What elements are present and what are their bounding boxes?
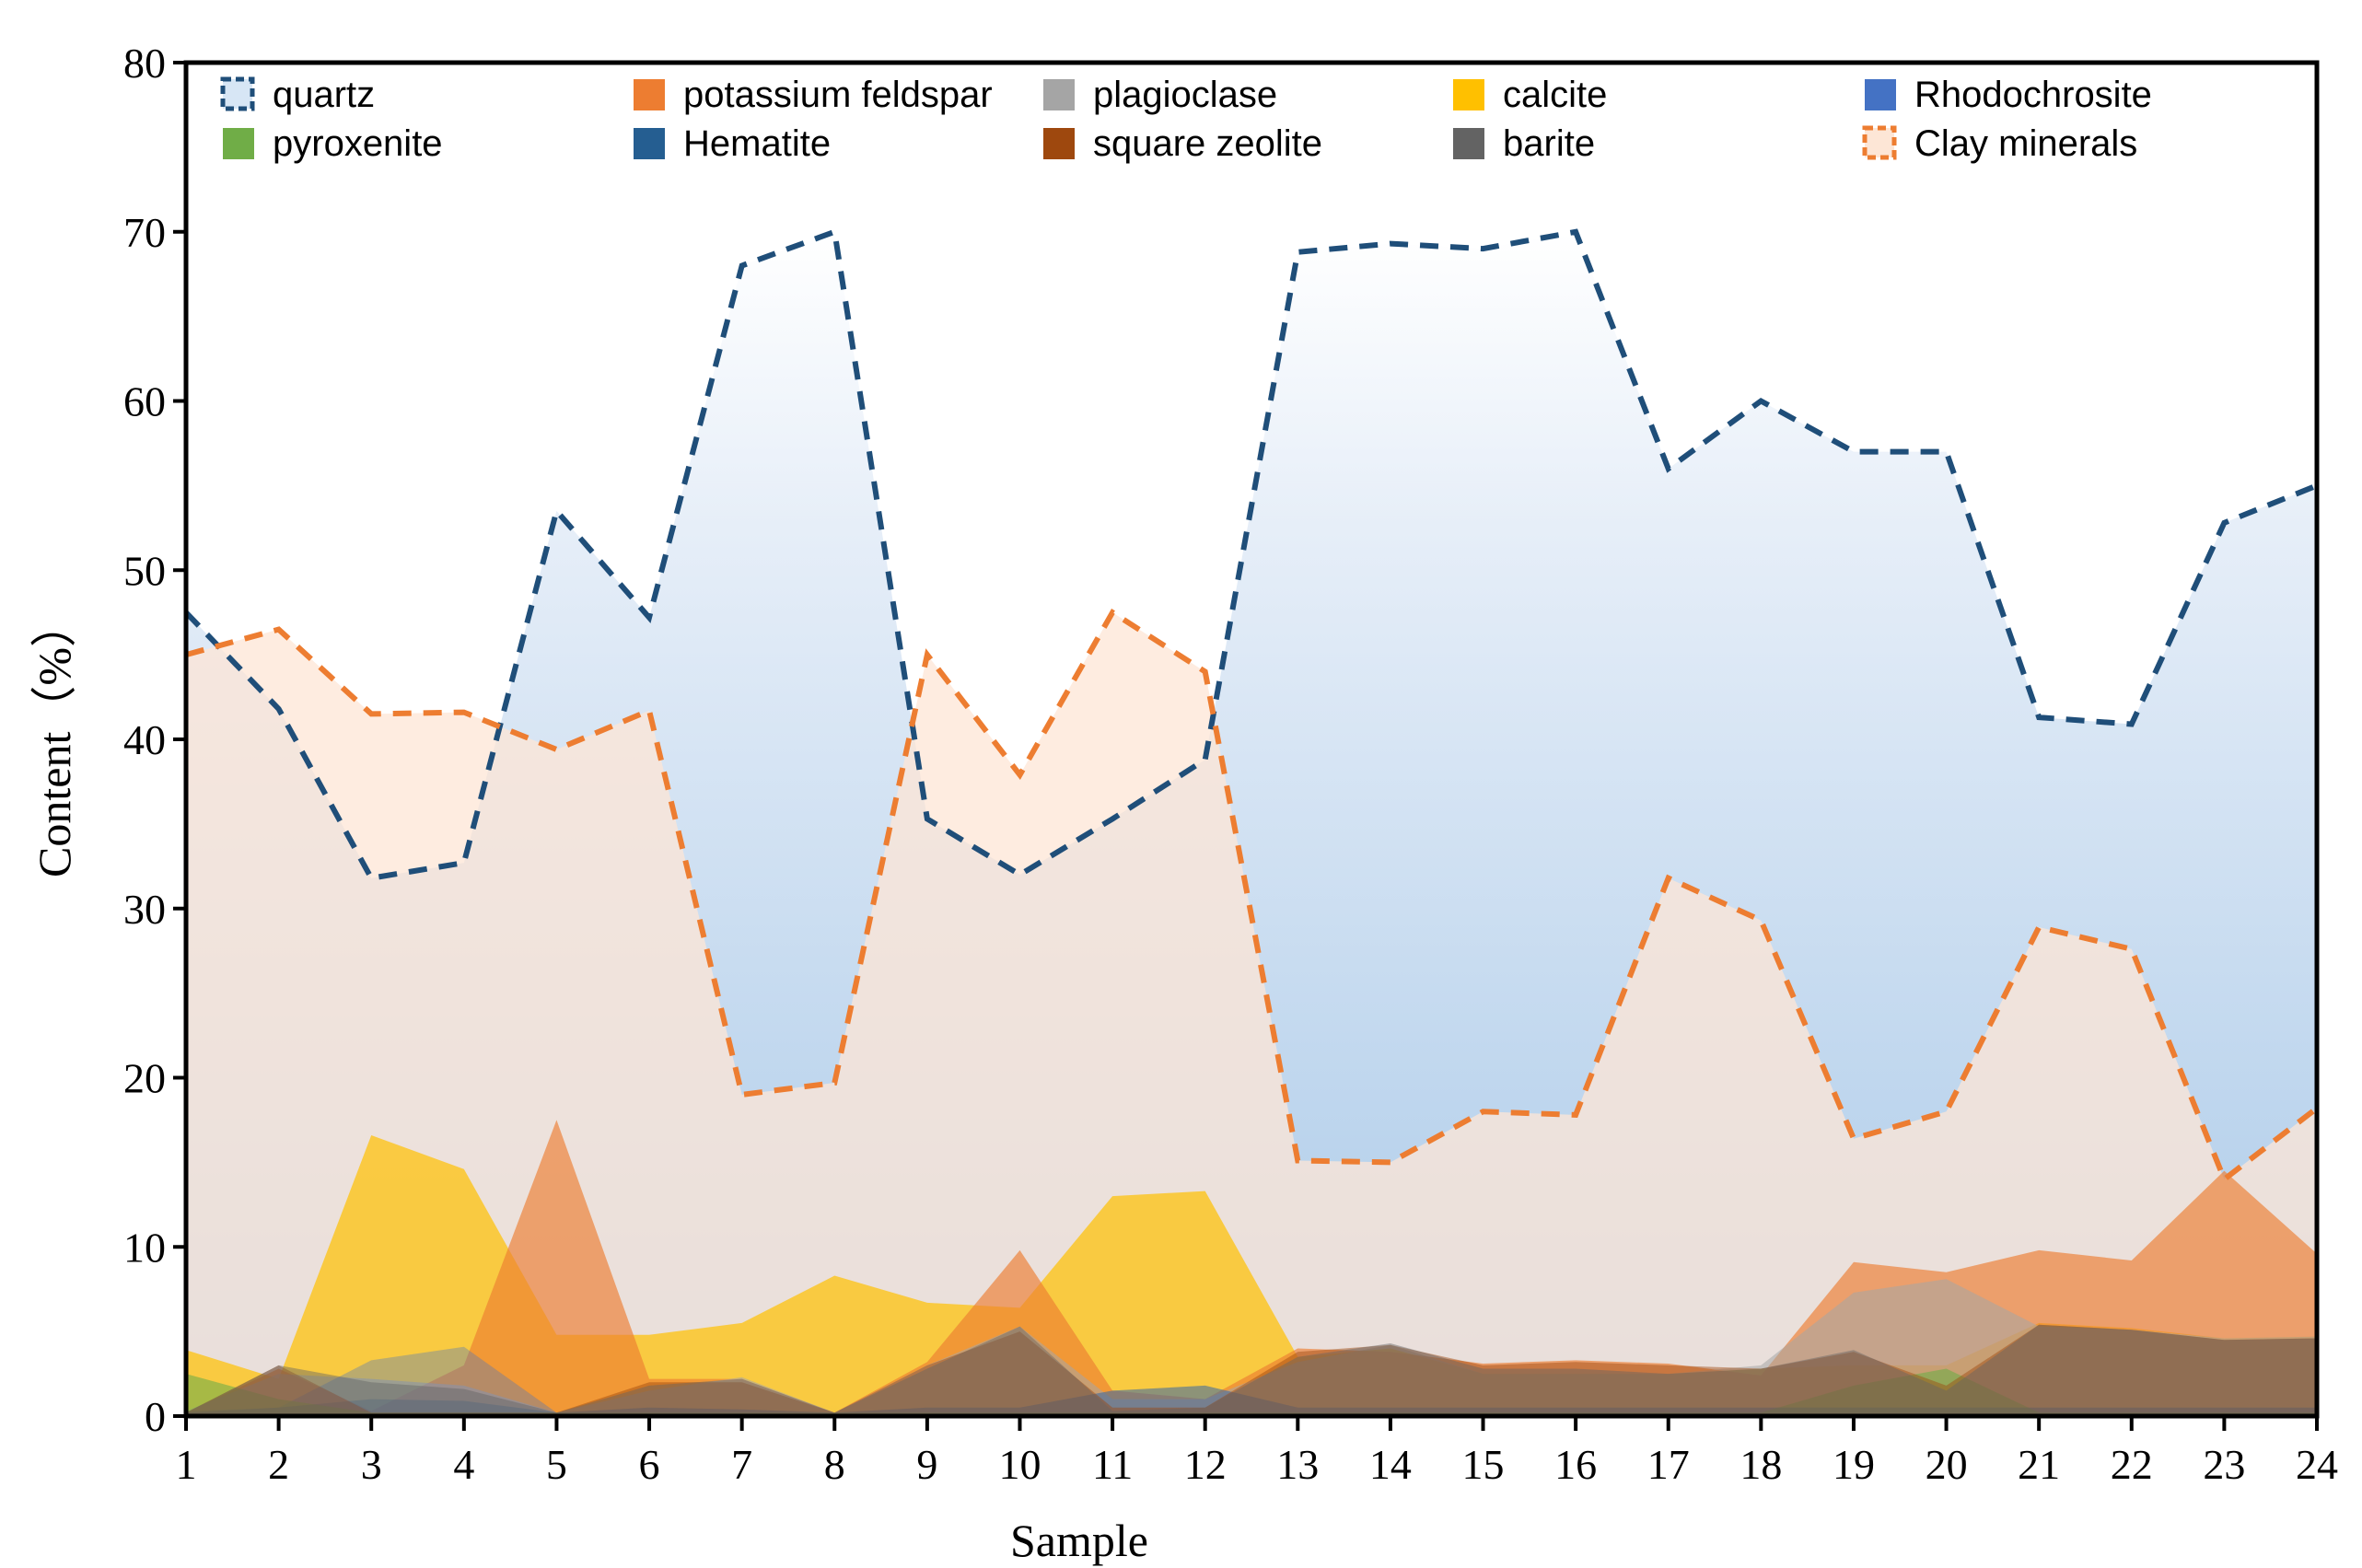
x-tick-label: 9 <box>916 1441 937 1488</box>
legend-label: barite <box>1503 123 1595 164</box>
legend-swatch <box>1043 128 1075 159</box>
legend-swatch <box>223 128 254 159</box>
pyroxenite-area <box>186 1368 2317 1416</box>
y-tick-label: 50 <box>123 547 166 594</box>
y-tick-label: 60 <box>123 378 166 425</box>
legend-swatch <box>1862 125 1897 160</box>
x-tick-label: 8 <box>824 1441 845 1488</box>
y-tick-label: 20 <box>123 1055 166 1102</box>
legend-swatch <box>1865 79 1896 110</box>
x-tick-label: 19 <box>1833 1441 1875 1488</box>
legend-label: Clay minerals <box>1914 123 2137 164</box>
x-tick-label: 6 <box>639 1441 660 1488</box>
x-tick-label: 23 <box>2203 1441 2245 1488</box>
x-tick-label: 24 <box>2296 1441 2338 1488</box>
legend-label: plagioclase <box>1093 75 1277 115</box>
x-tick-label: 4 <box>453 1441 474 1488</box>
legend-item-barite: barite <box>1453 123 1595 164</box>
x-tick-label: 20 <box>1926 1441 1968 1488</box>
x-tick-label: 17 <box>1647 1441 1690 1488</box>
legend-item-clay-minerals: Clay minerals <box>1862 123 2137 164</box>
legend-label: Hematite <box>683 123 831 164</box>
legend-swatch <box>1453 128 1484 159</box>
x-tick-label: 15 <box>1462 1441 1505 1488</box>
clay-minerals-area <box>186 612 2317 1416</box>
legend-label: pyroxenite <box>273 123 443 164</box>
x-tick-label: 12 <box>1184 1441 1227 1488</box>
legend-item-rhodochrosite: Rhodochrosite <box>1865 75 2152 115</box>
legend-item-hematite: Hematite <box>634 123 831 164</box>
x-tick-label: 21 <box>2018 1441 2060 1488</box>
y-tick-label: 40 <box>123 716 166 763</box>
x-axis-title: Sample <box>1010 1515 1148 1566</box>
legend-swatch <box>1043 79 1075 110</box>
barite-area <box>186 1324 2317 1416</box>
x-tick-label: 2 <box>268 1441 289 1488</box>
y-tick-label: 80 <box>123 40 166 87</box>
y-tick-label: 10 <box>123 1224 166 1271</box>
x-tick-label: 13 <box>1276 1441 1319 1488</box>
legend-item-quartz: quartz <box>220 75 375 115</box>
x-tick-label: 16 <box>1554 1441 1597 1488</box>
legend-label: Rhodochrosite <box>1914 75 2152 115</box>
x-tick-label: 1 <box>176 1441 197 1488</box>
legend-label: square zeolite <box>1093 123 1322 164</box>
legend-item-pyroxenite: pyroxenite <box>223 123 443 164</box>
legend-swatch <box>220 76 255 111</box>
plagioclase-area <box>186 1279 2317 1416</box>
x-tick-label: 14 <box>1369 1441 1412 1488</box>
legend-item-plagioclase: plagioclase <box>1043 75 1277 115</box>
legend-label: calcite <box>1503 75 1607 115</box>
legend-item-potassium-feldspar: potassium feldspar <box>634 75 993 115</box>
legend-swatch <box>1453 79 1484 110</box>
x-tick-label: 22 <box>2111 1441 2153 1488</box>
y-tick-label: 70 <box>123 209 166 256</box>
legend-swatch <box>634 79 665 110</box>
quartz-line <box>183 227 2319 882</box>
calcite-area <box>186 1135 2317 1416</box>
y-tick-label: 0 <box>145 1393 166 1440</box>
legend-label: quartz <box>273 75 375 115</box>
x-tick-label: 3 <box>361 1441 382 1488</box>
clay-minerals-line <box>185 608 2319 1184</box>
rhodochrosite-area <box>186 1346 2317 1416</box>
series-dashed-lines <box>183 227 2319 1184</box>
x-tick-label: 10 <box>998 1441 1041 1488</box>
x-tick-label: 11 <box>1092 1441 1133 1488</box>
legend: quartz potassium feldspar plagioclase calci… <box>220 75 2152 164</box>
series-areas <box>186 231 2317 1416</box>
legend-label: potassium feldspar <box>683 75 993 115</box>
x-tick-label: 7 <box>731 1441 752 1488</box>
x-tick-label: 18 <box>1740 1441 1782 1488</box>
square-zeolite-area <box>186 1324 2317 1416</box>
y-axis-title: Content（%） <box>29 601 80 877</box>
x-tick-label: 5 <box>546 1441 567 1488</box>
legend-item-calcite: calcite <box>1453 75 1607 115</box>
hematite-area <box>186 1385 2317 1416</box>
legend-swatch <box>634 128 665 159</box>
y-tick-label: 30 <box>123 886 166 933</box>
legend-item-square-zeolite: square zeolite <box>1043 123 1322 164</box>
